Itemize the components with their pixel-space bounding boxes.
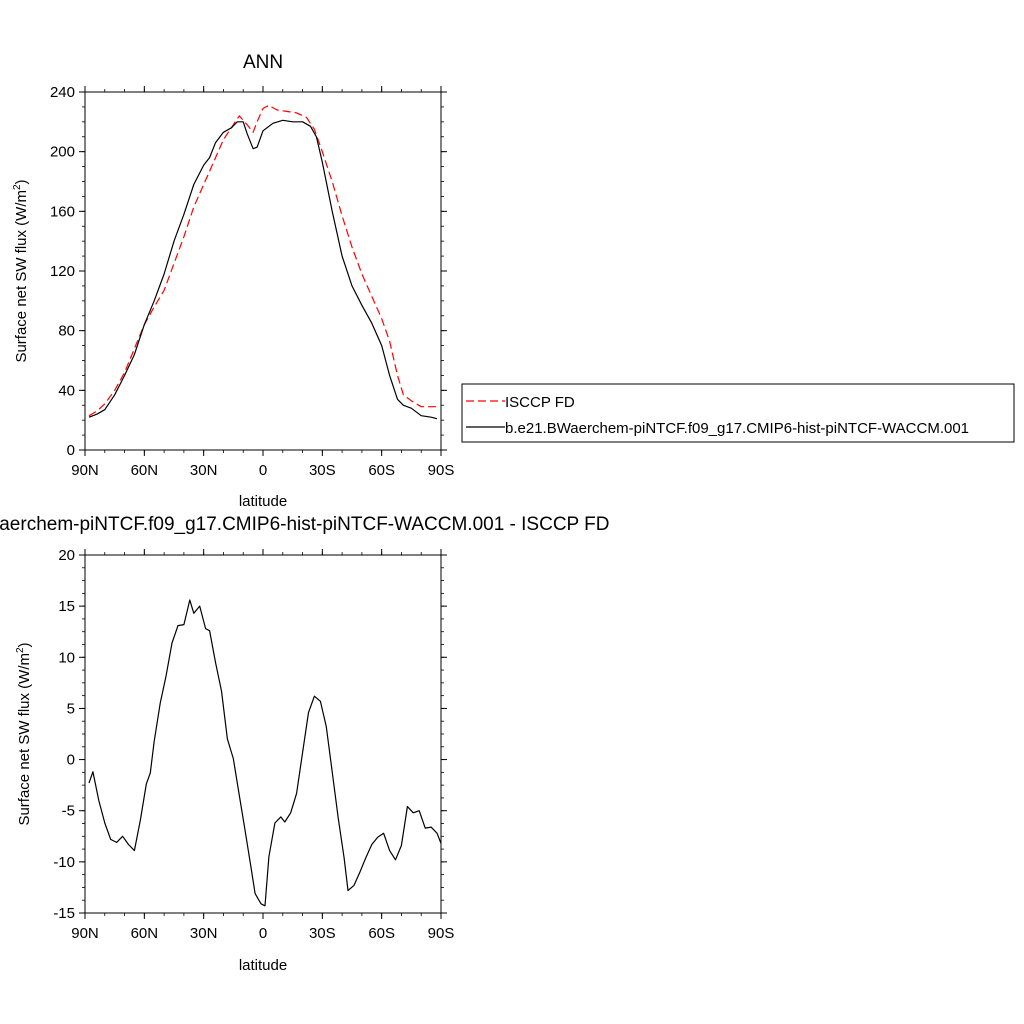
y-tick-label: -10 bbox=[53, 854, 75, 871]
top-y-axis-label-end: ) bbox=[13, 179, 30, 184]
y-tick-label: 160 bbox=[50, 203, 75, 220]
x-tick-label: 90N bbox=[71, 925, 99, 942]
bottom-panel: b.e21.BWaerchem-piNTCF.f09_g17.CMIP6-his… bbox=[0, 514, 609, 974]
x-tick-label: 30S bbox=[309, 925, 336, 942]
y-tick-label: 5 bbox=[67, 700, 75, 717]
top-y-axis-label: Surface net SW flux (W/m2) bbox=[12, 179, 30, 362]
top-series-lines bbox=[88, 104, 438, 420]
x-tick-label: 30N bbox=[190, 925, 218, 942]
series-line-1 bbox=[88, 119, 438, 420]
top-y-axis-label-superscript: 2 bbox=[12, 184, 23, 190]
x-tick-label: 0 bbox=[259, 925, 267, 942]
legend-box bbox=[461, 383, 1015, 443]
y-tick-label: 0 bbox=[67, 442, 75, 459]
y-tick-label: -15 bbox=[53, 905, 75, 922]
y-tick-label: 80 bbox=[58, 323, 75, 340]
bottom-x-axis-label: latitude bbox=[239, 957, 287, 974]
bottom-plot-frame bbox=[84, 554, 442, 914]
legend-label-model: b.e21.BWaerchem-piNTCF.f09_g17.CMIP6-his… bbox=[505, 420, 969, 437]
legend-label-isccp: ISCCP FD bbox=[505, 394, 575, 411]
bottom-y-axis-label-main: Surface net SW flux (W/m bbox=[16, 653, 33, 826]
top-x-axis-ticks: 90N 60N 30N 0 30S 60S 90S bbox=[71, 86, 454, 479]
x-tick-label: 30N bbox=[190, 462, 218, 479]
x-tick-label: 30S bbox=[309, 462, 336, 479]
top-chart-title: ANN bbox=[243, 52, 283, 73]
top-y-axis-ticks: 0 40 80 120 160 200 240 bbox=[50, 84, 447, 459]
x-tick-label: 90S bbox=[428, 925, 455, 942]
top-plot-frame bbox=[84, 91, 442, 451]
y-tick-label: 0 bbox=[67, 752, 75, 769]
series-line-0 bbox=[88, 104, 437, 417]
y-tick-label: 10 bbox=[58, 649, 75, 666]
x-tick-label: 60N bbox=[131, 462, 159, 479]
bottom-chart-title: b.e21.BWaerchem-piNTCF.f09_g17.CMIP6-his… bbox=[0, 514, 609, 535]
x-tick-label: 90S bbox=[428, 462, 455, 479]
x-tick-label: 60N bbox=[131, 925, 159, 942]
x-tick-label: 60S bbox=[368, 925, 395, 942]
y-tick-label: 15 bbox=[58, 598, 75, 615]
bottom-y-axis-label-end: ) bbox=[16, 642, 33, 647]
bottom-y-axis-label-superscript: 2 bbox=[15, 647, 26, 653]
bottom-series-lines bbox=[88, 599, 442, 907]
y-tick-label: 40 bbox=[58, 382, 75, 399]
bottom-y-axis-ticks: -15 -10 -5 0 5 10 15 20 bbox=[53, 547, 447, 922]
bottom-x-axis-ticks: 90N 60N 30N 0 30S 60S 90S bbox=[71, 549, 454, 942]
y-tick-label: -5 bbox=[62, 803, 75, 820]
x-tick-label: 0 bbox=[259, 462, 267, 479]
series-line-0 bbox=[88, 599, 442, 907]
y-tick-label: 120 bbox=[50, 263, 75, 280]
top-y-axis-label-main: Surface net SW flux (W/m bbox=[13, 190, 30, 363]
legend: ISCCP FD b.e21.BWaerchem-piNTCF.f09_g17.… bbox=[461, 383, 1015, 443]
top-x-axis-label: latitude bbox=[239, 493, 287, 510]
x-tick-label: 90N bbox=[71, 462, 99, 479]
y-tick-label: 240 bbox=[50, 84, 75, 101]
x-tick-label: 60S bbox=[368, 462, 395, 479]
y-tick-label: 200 bbox=[50, 144, 75, 161]
y-tick-label: 20 bbox=[58, 547, 75, 564]
bottom-y-axis-label: Surface net SW flux (W/m2) bbox=[15, 642, 33, 825]
